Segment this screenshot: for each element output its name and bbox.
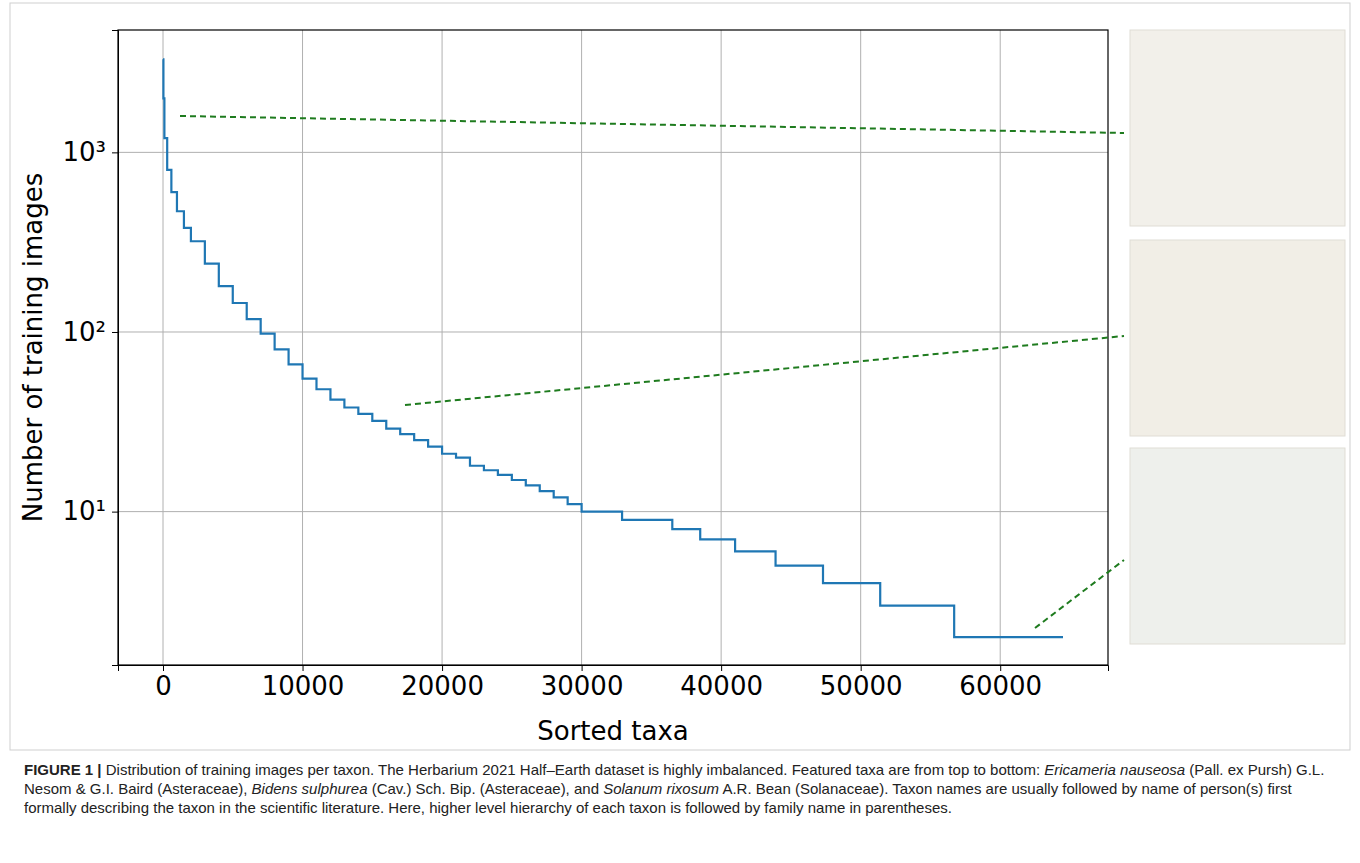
grid-line-x	[581, 30, 582, 665]
y-tick-mark	[112, 512, 118, 513]
y-axis-title: Number of training images	[18, 173, 48, 523]
y-tick-label: 10¹	[62, 496, 106, 526]
x-tick-mark	[721, 665, 722, 671]
pointer-line	[1035, 560, 1124, 628]
caption-text: Ericameria nauseosa	[1044, 761, 1185, 778]
caption-text: FIGURE 1 |	[24, 761, 102, 778]
chart-svg: 0 10000 20000 30000 40000 50000 60000 10¹ 10² 10³…	[0, 0, 1360, 755]
y-tick-label: 10³	[62, 137, 106, 167]
x-axis: 0 10000 20000 30000 40000 50000 60000	[119, 665, 1109, 701]
x-tick-label: 40000	[680, 671, 763, 701]
specimen-image	[1130, 30, 1345, 226]
y-tick: 10²	[62, 317, 118, 347]
pointer-line	[405, 336, 1124, 405]
grid-line-x	[442, 30, 443, 665]
x-tick-label: 10000	[262, 671, 345, 701]
x-tick: 60000	[959, 665, 1042, 701]
grid-line-x	[860, 30, 861, 665]
x-tick-mark	[163, 665, 164, 671]
x-tick-mark	[582, 665, 583, 671]
x-axis-title: Sorted taxa	[537, 716, 689, 746]
y-tick: 10¹	[62, 496, 118, 526]
x-tick: 30000	[541, 665, 624, 701]
plot-marks	[163, 59, 1063, 637]
x-tick-label: 0	[155, 671, 172, 701]
x-tick-mark	[303, 665, 304, 671]
grid-line-y	[118, 331, 1108, 332]
y-axis-line	[112, 31, 119, 666]
grid-line-y	[118, 152, 1108, 153]
x-tick: 10000	[262, 665, 345, 701]
grid-line-x	[1000, 30, 1001, 665]
x-tick: 20000	[401, 665, 484, 701]
y-axis: 10¹ 10² 10³	[62, 31, 118, 666]
x-tick-mark	[1000, 665, 1001, 671]
x-tick-mark	[442, 665, 443, 671]
y-tick-mark	[112, 152, 118, 153]
specimen-image	[1130, 240, 1345, 436]
grid-line-x	[302, 30, 303, 665]
x-tick: 0	[155, 665, 172, 701]
figure-frame	[10, 3, 1350, 750]
y-tick-mark	[112, 332, 118, 333]
pointer-line	[180, 116, 1124, 133]
plot-frame	[118, 30, 1108, 665]
caption-text: Solanum rixosum	[603, 780, 719, 797]
x-tick-label: 50000	[820, 671, 903, 701]
y-tick: 10³	[62, 137, 118, 167]
x-axis-line	[119, 666, 1109, 672]
specimen-image	[1130, 448, 1345, 644]
x-tick-label: 30000	[541, 671, 624, 701]
caption-text: (Cav.) Sch. Bip. (Asteraceae), and	[368, 780, 604, 797]
x-tick: 50000	[820, 665, 903, 701]
x-tick-label: 20000	[401, 671, 484, 701]
y-tick-label: 10²	[62, 317, 106, 347]
grid	[118, 30, 1108, 665]
caption-text: Bidens sulphurea	[252, 780, 368, 797]
caption-text: Distribution of training images per taxo…	[102, 761, 1045, 778]
x-tick: 40000	[680, 665, 763, 701]
x-tick-label: 60000	[959, 671, 1042, 701]
data-line	[163, 59, 1063, 637]
caption: FIGURE 1 | Distribution of training imag…	[24, 760, 1340, 817]
x-tick-mark	[861, 665, 862, 671]
